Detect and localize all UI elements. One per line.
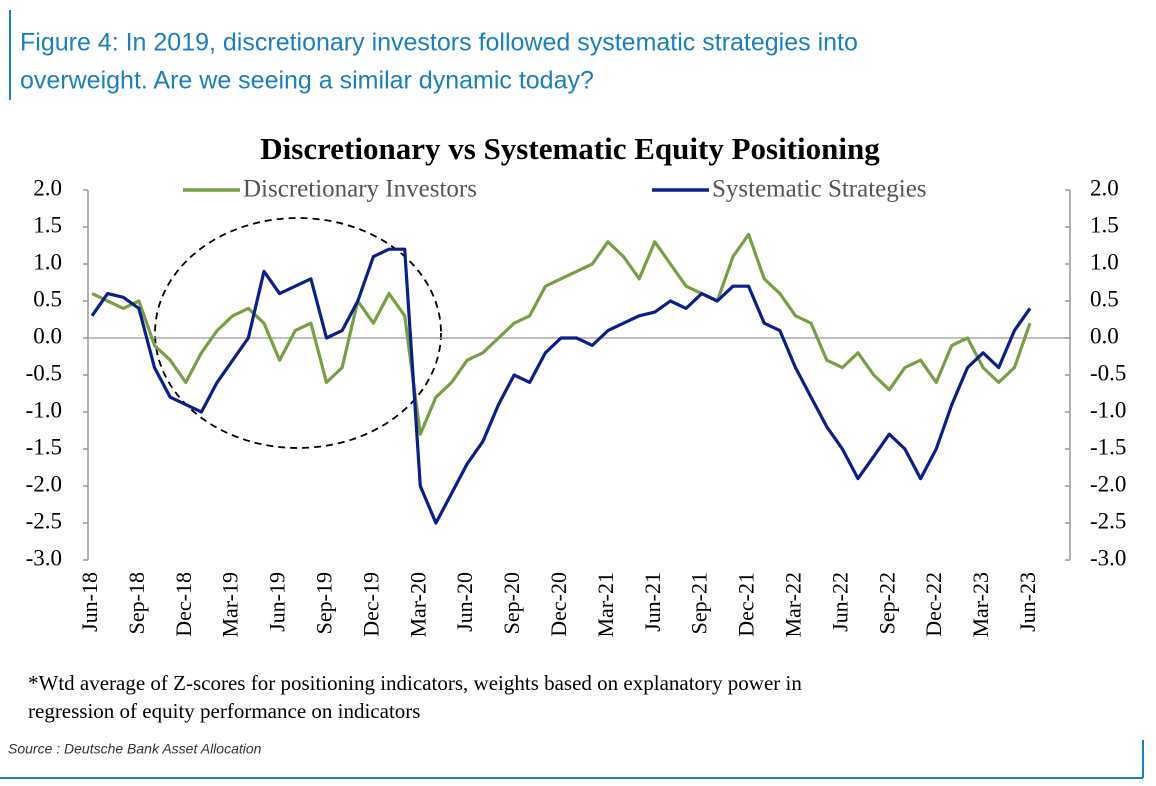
y-tick-label: 2.0 — [33, 175, 62, 200]
y2-tick-label: -2.0 — [1090, 471, 1126, 496]
x-tick-label: Jun-23 — [1015, 572, 1040, 632]
y2-tick-label: -1.0 — [1090, 397, 1126, 422]
y2-tick-label: 0.0 — [1090, 323, 1119, 348]
y-tick-label: -1.0 — [26, 397, 62, 422]
y-tick-label: -2.0 — [26, 471, 62, 496]
caption-line: overweight. Are we seeing a similar dyna… — [20, 67, 594, 95]
x-tick-label: Dec-19 — [358, 572, 383, 637]
series-line — [90, 247, 1032, 525]
x-tick-label: Dec-22 — [921, 572, 946, 637]
caption-line: Figure 4: In 2019, discretionary investo… — [20, 29, 858, 57]
footnote-line: regression of equity performance on indi… — [28, 699, 420, 723]
y2-tick-label: -1.5 — [1090, 434, 1126, 459]
y2-tick-label: 2.0 — [1090, 175, 1119, 200]
x-tick-label: Mar-19 — [218, 572, 243, 638]
y-tick-label: -2.5 — [26, 508, 62, 533]
source: Source : Deutsche Bank Asset Allocation — [8, 741, 262, 757]
x-tick-label: Jun-20 — [452, 572, 477, 632]
x-tick-label: Dec-18 — [171, 572, 196, 637]
x-tick-label: Mar-23 — [968, 572, 993, 638]
x-tick-label: Jun-22 — [827, 572, 852, 632]
highlight-ellipse — [154, 217, 442, 449]
x-tick-label: Sep-20 — [499, 572, 524, 634]
x-tick-label: Jun-19 — [265, 572, 290, 632]
x-tick-label: Sep-18 — [124, 572, 149, 634]
chart-title: Discretionary vs Systematic Equity Posit… — [260, 131, 880, 166]
x-tick-label: Dec-21 — [734, 572, 759, 637]
x-tick-label: Mar-21 — [593, 572, 618, 638]
y2-tick-label: -0.5 — [1090, 360, 1126, 385]
y-tick-label: 1.5 — [33, 212, 62, 237]
legend-label: Systematic Strategies — [712, 176, 927, 203]
y-tick-label: 0.0 — [33, 323, 62, 348]
x-tick-label: Sep-22 — [874, 572, 899, 634]
y2-tick-label: 0.5 — [1090, 286, 1119, 311]
x-tick-label: Jun-21 — [640, 572, 665, 632]
y-tick-label: 1.0 — [33, 249, 62, 274]
y2-tick-label: -3.0 — [1090, 545, 1126, 570]
y-tick-label: -1.5 — [26, 434, 62, 459]
y-tick-label: -0.5 — [26, 360, 62, 385]
x-tick-label: Sep-19 — [312, 572, 337, 634]
x-tick-label: Sep-21 — [687, 572, 712, 634]
y-tick-label: 0.5 — [33, 286, 62, 311]
x-tick-label: Mar-22 — [781, 572, 806, 638]
y2-tick-label: 1.0 — [1090, 249, 1119, 274]
x-tick-label: Jun-18 — [77, 572, 102, 632]
x-tick-label: Dec-20 — [546, 572, 571, 637]
series-line — [91, 232, 1032, 436]
legend-label: Discretionary Investors — [243, 176, 477, 203]
y2-tick-label: 1.5 — [1090, 212, 1119, 237]
x-tick-label: Mar-20 — [405, 572, 430, 638]
y2-tick-label: -2.5 — [1090, 508, 1126, 533]
footnote-line: *Wtd average of Z-scores for positioning… — [28, 671, 802, 695]
y-tick-label: -3.0 — [26, 545, 62, 570]
